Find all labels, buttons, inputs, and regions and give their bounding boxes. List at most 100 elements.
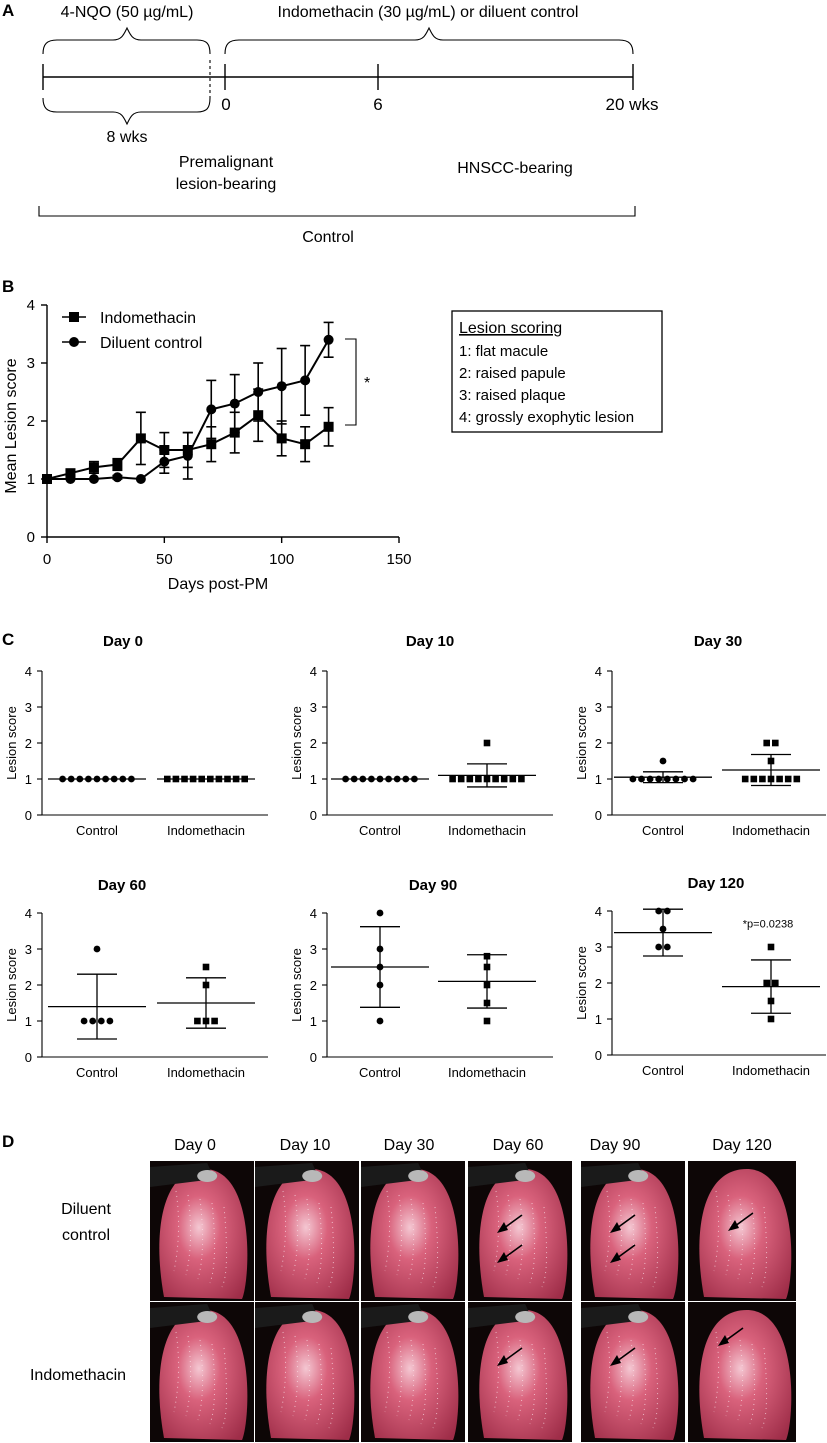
forceps-tip xyxy=(302,1170,323,1182)
forceps xyxy=(255,1304,320,1328)
forceps xyxy=(581,1163,646,1187)
category-label: Indomethacin xyxy=(732,1063,810,1078)
data-point-circle xyxy=(376,1017,384,1025)
tongue-texture xyxy=(420,1343,427,1425)
tongue-texture xyxy=(493,1331,500,1413)
y-tick-label: 4 xyxy=(310,906,317,921)
legend-diluent: Diluent control xyxy=(100,335,202,352)
y-tick-label: 0 xyxy=(27,529,35,546)
tongue xyxy=(590,1168,679,1299)
category-label: Indomethacin xyxy=(732,823,810,838)
data-point-circle xyxy=(300,375,311,386)
tongue-texture xyxy=(420,1202,427,1284)
tongue-texture xyxy=(173,1190,180,1272)
scoring-title: Lesion scoring xyxy=(459,320,562,337)
data-point-circle xyxy=(376,909,384,917)
row-label-control-1: Diluent xyxy=(61,1201,111,1218)
tongue-texture xyxy=(604,1190,611,1272)
y-tick-label: 3 xyxy=(595,700,602,715)
forceps xyxy=(255,1163,320,1187)
data-point-square xyxy=(88,462,99,473)
data-point-square xyxy=(767,1015,775,1023)
scoring-item: 4: grossly exophytic lesion xyxy=(459,409,634,426)
data-point-square xyxy=(776,775,783,783)
lesion-arrowhead xyxy=(497,1222,508,1233)
x-tick-label: 0 xyxy=(43,551,51,568)
y-tick-label: 1 xyxy=(595,772,602,787)
significance-bracket xyxy=(345,338,357,426)
y-tick-label: 4 xyxy=(595,664,602,679)
lesion-arrowhead xyxy=(610,1252,621,1263)
category-label: Indomethacin xyxy=(448,1065,526,1080)
panel-d-letter: D xyxy=(2,1132,14,1151)
tongue xyxy=(266,1168,355,1299)
x-tick-label: 150 xyxy=(386,551,411,568)
tongue-texture xyxy=(316,1343,323,1425)
y-tick-label: 3 xyxy=(310,942,317,957)
data-point-circle xyxy=(663,943,671,951)
tongue-photo xyxy=(150,1161,254,1301)
nqo-brace xyxy=(42,26,211,55)
premalignant-label-2: lesion-bearing xyxy=(176,176,277,193)
plot-title: Day 30 xyxy=(694,633,742,650)
data-point-circle xyxy=(655,943,663,951)
y-tick-label: 3 xyxy=(25,942,32,957)
tongue-texture xyxy=(529,1202,536,1284)
category-label: Control xyxy=(359,1065,401,1080)
category-label: Control xyxy=(642,1063,684,1078)
scoring-box: Lesion scoring 1: flat macule 2: raised … xyxy=(451,310,663,433)
p-value-annotation: *p=0.0238 xyxy=(743,918,793,930)
y-tick-label: 4 xyxy=(27,297,35,314)
plot-title: Day 0 xyxy=(103,633,143,650)
tongue-photo xyxy=(581,1302,685,1442)
forceps-tip xyxy=(197,1170,218,1182)
y-tick-label: 1 xyxy=(595,1012,602,1027)
tongue xyxy=(479,1168,568,1299)
tongue-photo xyxy=(688,1302,796,1442)
tongue xyxy=(159,1168,248,1299)
y-axis-label: Mean Lesion score xyxy=(3,358,20,493)
y-axis-label: Lesion score xyxy=(289,948,304,1022)
tongue-texture xyxy=(749,1343,756,1425)
data-point-circle xyxy=(135,474,146,484)
data-point-circle xyxy=(253,387,264,397)
scoring-item: 1: flat macule xyxy=(459,343,548,360)
tongue-texture xyxy=(280,1331,287,1413)
y-tick-label: 0 xyxy=(25,1050,32,1065)
data-point-circle xyxy=(206,404,217,415)
photo-column-label: Day 0 xyxy=(174,1137,216,1154)
tongue-photo xyxy=(688,1161,796,1301)
y-tick-label: 2 xyxy=(310,978,317,993)
treatment-label: Indomethacin (30 µg/mL) or diluent contr… xyxy=(278,4,579,21)
lesion-arrowhead xyxy=(718,1335,729,1346)
data-point-square xyxy=(276,433,287,444)
forceps xyxy=(581,1304,646,1328)
data-point-square xyxy=(509,775,517,783)
photo-column-label: Day 60 xyxy=(493,1137,544,1154)
photo-column-label: Day 120 xyxy=(712,1137,772,1154)
tongue-texture xyxy=(529,1343,536,1425)
data-point-circle xyxy=(323,334,334,345)
legend-indomethacin: Indomethacin xyxy=(100,310,196,327)
panel-a-letter: A xyxy=(2,1,14,20)
tongue-photo xyxy=(361,1161,465,1301)
forceps-tip xyxy=(408,1170,429,1182)
data-point-circle xyxy=(182,450,193,461)
scoring-item: 2: raised papule xyxy=(459,365,566,382)
category-label: Indomethacin xyxy=(167,823,245,838)
tick-label-6: 6 xyxy=(373,95,382,114)
forceps xyxy=(361,1304,426,1328)
dot-plot-day-0: Day 0 0 1 2 3 4 Lesion score Control Indomethaci… xyxy=(4,633,268,838)
mean-lesion-chart: 0 1 2 3 4 0 50 100 150 Days post-PM Mean Lesion sc… xyxy=(3,297,412,593)
lesion-arrowhead xyxy=(497,1252,508,1263)
tick-label-20: 20 wks xyxy=(606,95,659,114)
tongue xyxy=(159,1309,248,1440)
y-tick-label: 0 xyxy=(310,1050,317,1065)
treatment-brace xyxy=(224,26,634,55)
y-axis-label: Lesion score xyxy=(4,948,19,1022)
data-point-square xyxy=(194,1017,201,1025)
y-tick-label: 4 xyxy=(25,664,32,679)
data-point-square xyxy=(772,739,779,747)
forceps xyxy=(150,1304,215,1328)
data-point-circle xyxy=(659,757,667,765)
